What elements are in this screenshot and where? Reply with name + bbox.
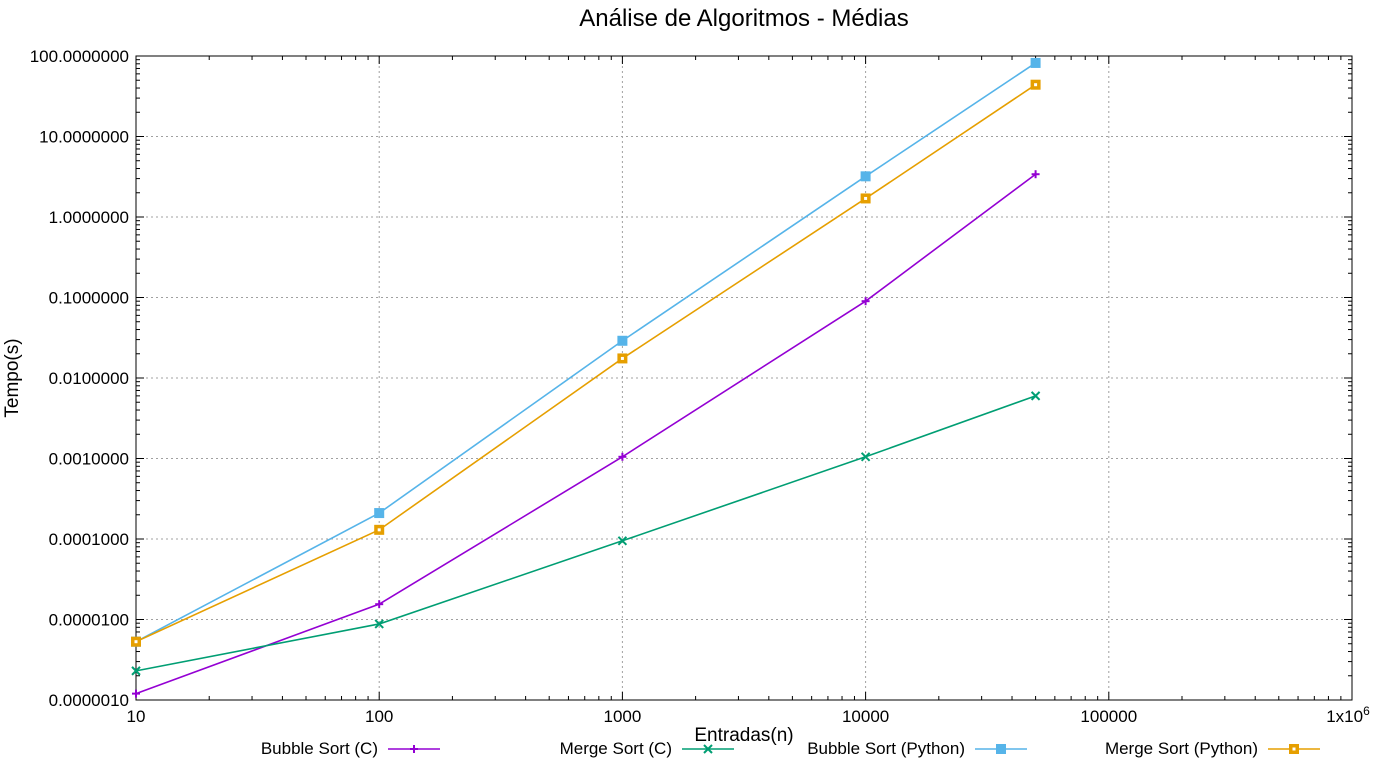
data-point [374, 524, 385, 535]
y-tick-label: 10.0000000 [39, 128, 129, 147]
x-tick-label: 100 [365, 707, 393, 726]
y-tick-label: 0.0000100 [49, 611, 129, 630]
data-point [861, 297, 870, 306]
x-tick-label: 1000 [603, 707, 641, 726]
series-2 [131, 57, 1041, 647]
series-line [135, 173, 1037, 695]
legend-marker [1289, 744, 1299, 754]
data-point [617, 353, 628, 364]
marker-stroke [860, 171, 871, 182]
x-tick-exponent: 6 [1363, 704, 1370, 718]
legend-entry: Bubble Sort (C) [261, 739, 440, 758]
grid-lines [136, 56, 1352, 700]
series-1 [131, 391, 1041, 676]
data-series [131, 57, 1041, 698]
legend: Bubble Sort (C) Merge Sort (C) Bubble Sort… [261, 739, 1320, 758]
y-tick-label: 0.0100000 [49, 369, 129, 388]
x-tick-labels: 10 100 1000 10000 100000 1x106 [127, 704, 1371, 726]
marker-stroke [1292, 747, 1296, 751]
data-point [132, 689, 140, 698]
legend-label: Bubble Sort (Python) [807, 739, 965, 758]
legend-entry: Merge Sort (Python) [1105, 739, 1320, 758]
marker-stroke [1030, 57, 1041, 68]
marker-stroke [860, 452, 871, 462]
y-tick-label: 0.0010000 [49, 450, 129, 469]
marker-stroke [996, 744, 1006, 754]
data-point [860, 452, 871, 462]
data-point [1030, 57, 1041, 68]
y-tick-label: 0.0001000 [49, 530, 129, 549]
x-tick-label: 10000 [842, 707, 889, 726]
data-point [1031, 170, 1040, 179]
x-tick-label: 1x106 [1326, 704, 1370, 726]
marker-stroke [864, 196, 868, 200]
marker-stroke [374, 619, 384, 629]
series-line [135, 84, 1037, 643]
marker-stroke [1030, 391, 1041, 401]
data-point [860, 193, 871, 204]
marker-stroke [1034, 83, 1038, 87]
plot-frame [135, 55, 1353, 701]
series-line [135, 62, 1037, 643]
marker-stroke [377, 528, 381, 532]
data-point [374, 619, 384, 629]
data-point [617, 536, 628, 546]
data-point [375, 600, 384, 609]
y-tick-label: 0.1000000 [49, 289, 129, 308]
data-point [374, 508, 385, 519]
series-line [135, 395, 1036, 672]
axis-ticks [135, 55, 1353, 701]
chart-title: Análise de Algoritmos - Médias [579, 5, 908, 32]
legend-entry: Merge Sort (C) [560, 739, 734, 758]
y-tick-label: 0.0000010 [49, 691, 129, 710]
y-tick-label: 1.0000000 [49, 208, 129, 227]
series-0 [132, 170, 1040, 698]
legend-marker [410, 745, 418, 753]
x-tick-label: 10 [127, 707, 146, 726]
marker-stroke [131, 666, 141, 676]
data-point [617, 335, 628, 346]
legend-marker [996, 744, 1006, 754]
marker-stroke [617, 536, 628, 546]
series-3 [131, 79, 1041, 647]
legend-label: Merge Sort (Python) [1105, 739, 1258, 758]
y-axis-title: Tempo(s) [2, 338, 23, 417]
legend-label: Merge Sort (C) [560, 739, 672, 758]
y-tick-labels: 0.0000010 0.0000100 0.0001000 0.0010000 0.01… [30, 47, 129, 710]
marker-stroke [134, 640, 138, 644]
data-point [860, 171, 871, 182]
data-point [1030, 79, 1041, 90]
y-tick-label: 100.0000000 [30, 47, 129, 66]
marker-stroke [620, 356, 624, 360]
legend-entry: Bubble Sort (Python) [807, 739, 1027, 758]
marker-stroke [374, 508, 385, 519]
marker-stroke [703, 744, 713, 754]
x-axis-title: Entradas(n) [694, 725, 793, 746]
data-point [131, 636, 141, 647]
marker-stroke [617, 335, 628, 346]
x-tick-label: 100000 [1080, 707, 1137, 726]
legend-label: Bubble Sort (C) [261, 739, 378, 758]
data-point [131, 666, 141, 676]
legend-marker [703, 744, 713, 754]
data-point [1030, 391, 1041, 401]
data-point [618, 452, 627, 461]
